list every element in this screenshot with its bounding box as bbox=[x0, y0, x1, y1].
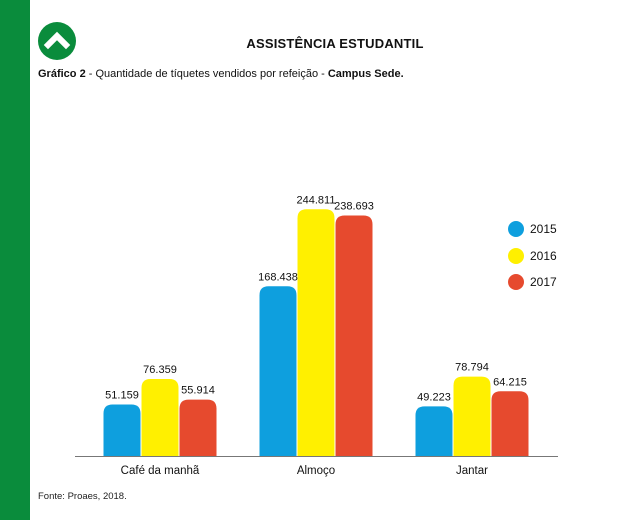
data-label: 168.438 bbox=[258, 271, 298, 283]
data-label: 51.159 bbox=[105, 389, 139, 401]
legend-label: 2016 bbox=[530, 249, 557, 263]
legend-marker-2017 bbox=[508, 274, 524, 290]
chart-caption: Gráfico 2 - Quantidade de tíquetes vendi… bbox=[38, 68, 404, 80]
source-note: Fonte: Proaes, 2018. bbox=[38, 491, 127, 502]
data-label: 64.215 bbox=[493, 376, 527, 388]
data-label: 78.794 bbox=[455, 362, 489, 374]
caption-prefix: Gráfico 2 bbox=[38, 68, 86, 80]
data-label: 244.811 bbox=[297, 194, 336, 206]
data-label: 55.914 bbox=[181, 385, 215, 397]
bar-chart: 51.159 76.359 55.914 Café da manhã 168.438 24… bbox=[75, 194, 558, 477]
data-label: 76.359 bbox=[143, 364, 177, 376]
bar-2015-1 bbox=[259, 286, 297, 456]
legend-marker-2016 bbox=[508, 248, 524, 264]
bar-2015-2 bbox=[415, 406, 453, 456]
bar-2015-0 bbox=[103, 404, 141, 456]
legend-label: 2017 bbox=[530, 275, 557, 289]
x-tick-label: Almoço bbox=[297, 465, 335, 477]
x-tick-label: Café da manhã bbox=[121, 465, 200, 477]
bar-2017-0 bbox=[179, 399, 217, 456]
chevron-up-icon bbox=[38, 22, 76, 60]
bar-2017-2 bbox=[491, 391, 529, 456]
data-label: 238.693 bbox=[334, 200, 374, 212]
bar-2017-1 bbox=[335, 215, 373, 456]
caption-text: - Quantidade de tíquetes vendidos por re… bbox=[85, 68, 328, 80]
x-tick-label: Jantar bbox=[456, 465, 488, 477]
page-title: ASSISTÊNCIA ESTUDANTIL bbox=[246, 36, 424, 51]
bar-2016-2 bbox=[453, 376, 491, 456]
data-label: 49.223 bbox=[417, 391, 451, 403]
legend-label: 2015 bbox=[530, 222, 557, 236]
bar-2016-0 bbox=[141, 379, 179, 456]
bar-2016-1 bbox=[297, 209, 335, 456]
legend-marker-2015 bbox=[508, 221, 524, 237]
caption-campus: Campus Sede. bbox=[327, 68, 404, 80]
side-bar bbox=[0, 0, 30, 520]
